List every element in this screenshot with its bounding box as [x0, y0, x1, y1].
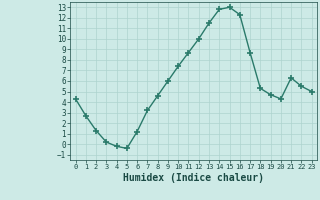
X-axis label: Humidex (Indice chaleur): Humidex (Indice chaleur)	[123, 173, 264, 183]
